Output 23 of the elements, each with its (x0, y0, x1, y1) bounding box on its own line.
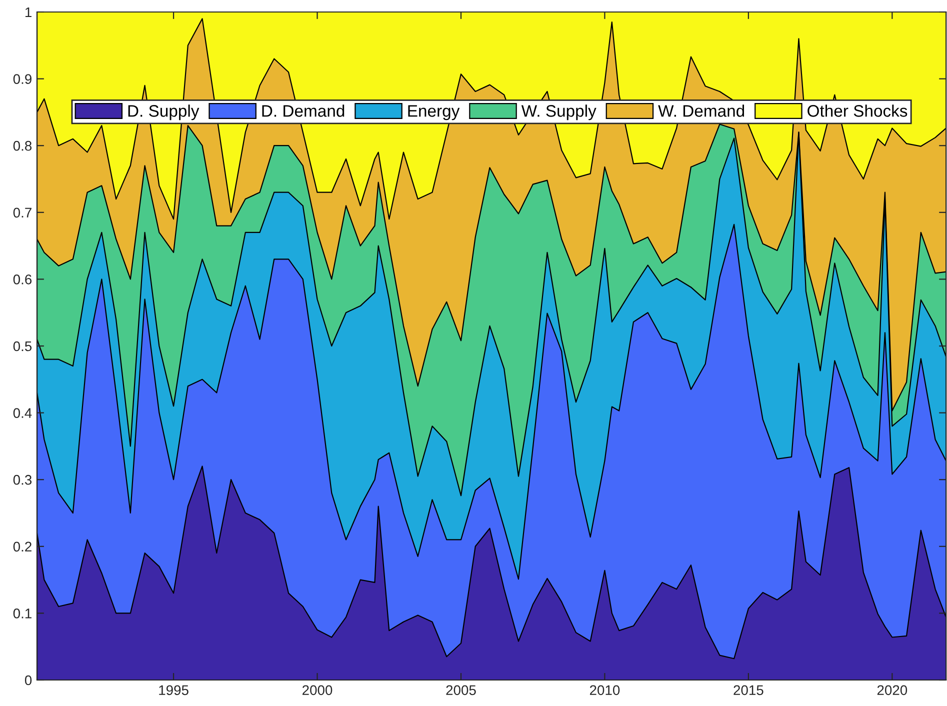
y-tick-label: 0.3 (13, 474, 32, 485)
x-tick-label: 2000 (302, 685, 332, 696)
legend-label: D. Demand (262, 104, 344, 117)
legend-label: Energy (408, 105, 460, 120)
y-tick-label: 0.5 (13, 341, 32, 352)
y-tick-label: 0.9 (13, 74, 32, 84)
x-tick-label: 2020 (877, 685, 908, 696)
x-tick-label: 1995 (159, 685, 188, 696)
legend-label: W. Demand (658, 104, 744, 117)
legend-label: W. Supply (521, 104, 596, 120)
y-tick-label: 0.4 (13, 408, 32, 418)
y-tick-label: 0 (24, 675, 32, 686)
x-tick-label: 2005 (446, 685, 476, 696)
y-tick-label: 0.8 (13, 140, 32, 151)
y-tick-label: 0.7 (13, 208, 32, 218)
y-tick-label: 1 (25, 7, 32, 18)
y-tick-label: 0.2 (13, 542, 32, 552)
x-tick-label: 2010 (590, 685, 620, 696)
y-tick-label: 0.1 (13, 608, 32, 618)
x-tick-label: 2015 (734, 685, 764, 696)
y-tick-label: 0.6 (13, 274, 32, 284)
legend-label: D. Supply (128, 104, 200, 120)
legend-label: Other Shocks (808, 104, 908, 117)
